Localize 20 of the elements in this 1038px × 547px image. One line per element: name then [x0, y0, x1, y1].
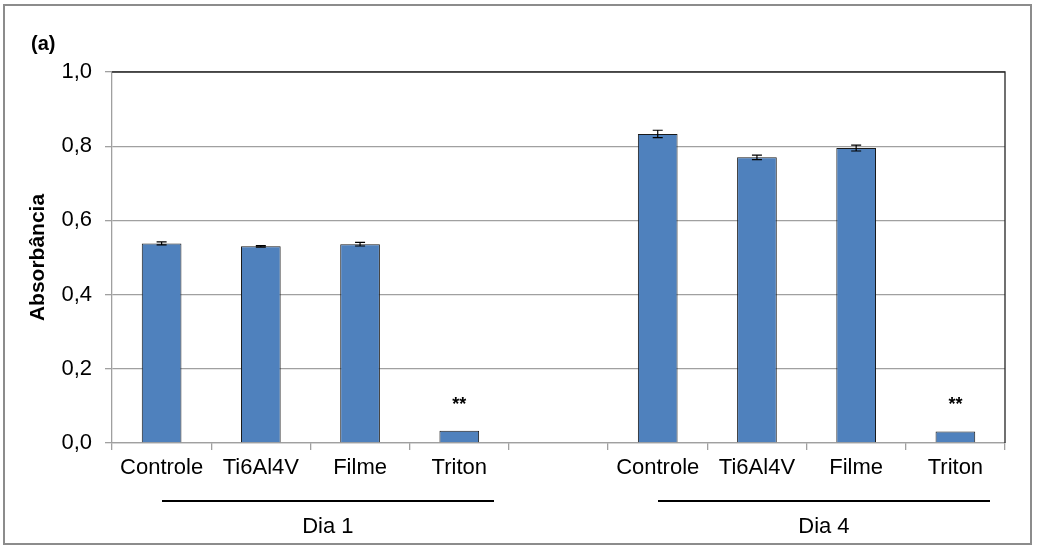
- data-label: **: [948, 394, 963, 415]
- x-tick-label: Controle: [120, 454, 204, 480]
- x-tick-label: Triton: [927, 454, 984, 480]
- y-tick-label: 0,8: [61, 132, 92, 158]
- x-tick-label: Filme: [333, 454, 387, 480]
- x-tick-label: Ti6Al4V: [222, 454, 300, 480]
- y-tick-label: 0,2: [61, 354, 92, 380]
- x-tick-label: Ti6Al4V: [718, 454, 796, 480]
- y-tick-label: 0,4: [61, 280, 92, 306]
- x-tick-label: Triton: [431, 454, 487, 480]
- text: Dia 4: [798, 513, 850, 539]
- y-axis-title: Absorbância: [25, 193, 49, 322]
- data-label: **: [452, 393, 467, 414]
- y-tick-label: 1,0: [61, 58, 92, 84]
- x-tick-label: Controle: [616, 454, 700, 480]
- text: Dia 1: [302, 513, 354, 539]
- chart-title: (a): [31, 31, 56, 54]
- y-tick-label: 0,0: [61, 429, 92, 455]
- x-tick-label: Filme: [829, 454, 884, 480]
- y-tick-label: 0,6: [61, 206, 92, 232]
